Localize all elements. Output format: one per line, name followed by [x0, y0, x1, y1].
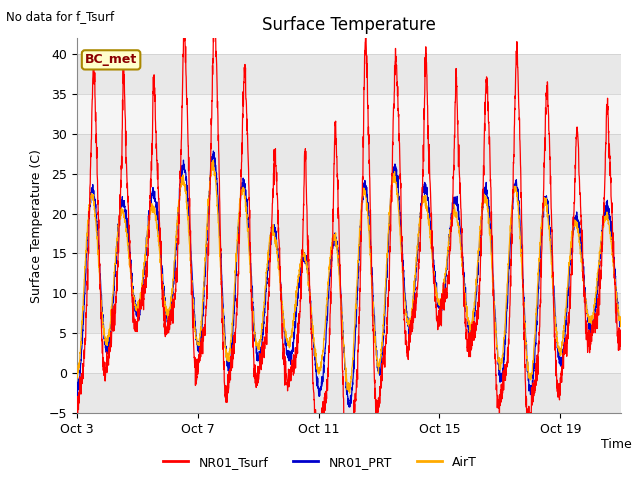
AirT — [135, 298, 143, 303]
NR01_Tsurf — [617, 343, 625, 349]
NR01_PRT — [617, 319, 625, 325]
NR01_Tsurf — [305, 272, 313, 277]
Bar — [77, 293, 621, 333]
X-axis label: Time: Time — [601, 438, 632, 451]
NR01_PRT — [167, 299, 175, 304]
NR01_Tsurf — [167, 313, 175, 319]
Text: BC_met: BC_met — [85, 53, 137, 66]
NR01_PRT — [548, 255, 556, 261]
AirT — [167, 298, 175, 304]
Bar — [77, 174, 621, 214]
NR01_PRT — [282, 336, 289, 342]
NR01_PRT — [607, 220, 614, 226]
Legend: NR01_Tsurf, NR01_PRT, AirT: NR01_Tsurf, NR01_PRT, AirT — [159, 451, 481, 474]
AirT — [209, 157, 217, 163]
NR01_PRT — [346, 404, 354, 410]
NR01_PRT — [305, 288, 313, 293]
NR01_Tsurf — [282, 358, 289, 364]
NR01_PRT — [209, 148, 217, 154]
Title: Surface Temperature: Surface Temperature — [262, 16, 436, 34]
Text: No data for f_Tsurf: No data for f_Tsurf — [6, 10, 115, 23]
AirT — [305, 286, 313, 291]
Bar — [77, 214, 621, 253]
NR01_PRT — [73, 385, 81, 391]
Bar — [77, 134, 621, 174]
Line: NR01_PRT: NR01_PRT — [77, 151, 621, 407]
Bar — [77, 333, 621, 373]
AirT — [617, 318, 625, 324]
AirT — [282, 332, 289, 338]
Line: NR01_Tsurf: NR01_Tsurf — [77, 15, 621, 461]
Bar — [77, 253, 621, 293]
NR01_Tsurf — [607, 168, 614, 174]
AirT — [548, 264, 556, 270]
AirT — [346, 390, 353, 396]
NR01_Tsurf — [345, 458, 353, 464]
AirT — [607, 236, 614, 242]
NR01_Tsurf — [73, 423, 81, 429]
AirT — [73, 372, 81, 378]
Bar — [77, 373, 621, 413]
NR01_Tsurf — [135, 311, 143, 317]
NR01_PRT — [135, 310, 143, 316]
NR01_Tsurf — [548, 229, 556, 235]
NR01_Tsurf — [211, 12, 218, 18]
Y-axis label: Surface Temperature (C): Surface Temperature (C) — [30, 149, 43, 302]
Bar — [77, 54, 621, 94]
Bar — [77, 94, 621, 134]
Line: AirT: AirT — [77, 160, 621, 393]
